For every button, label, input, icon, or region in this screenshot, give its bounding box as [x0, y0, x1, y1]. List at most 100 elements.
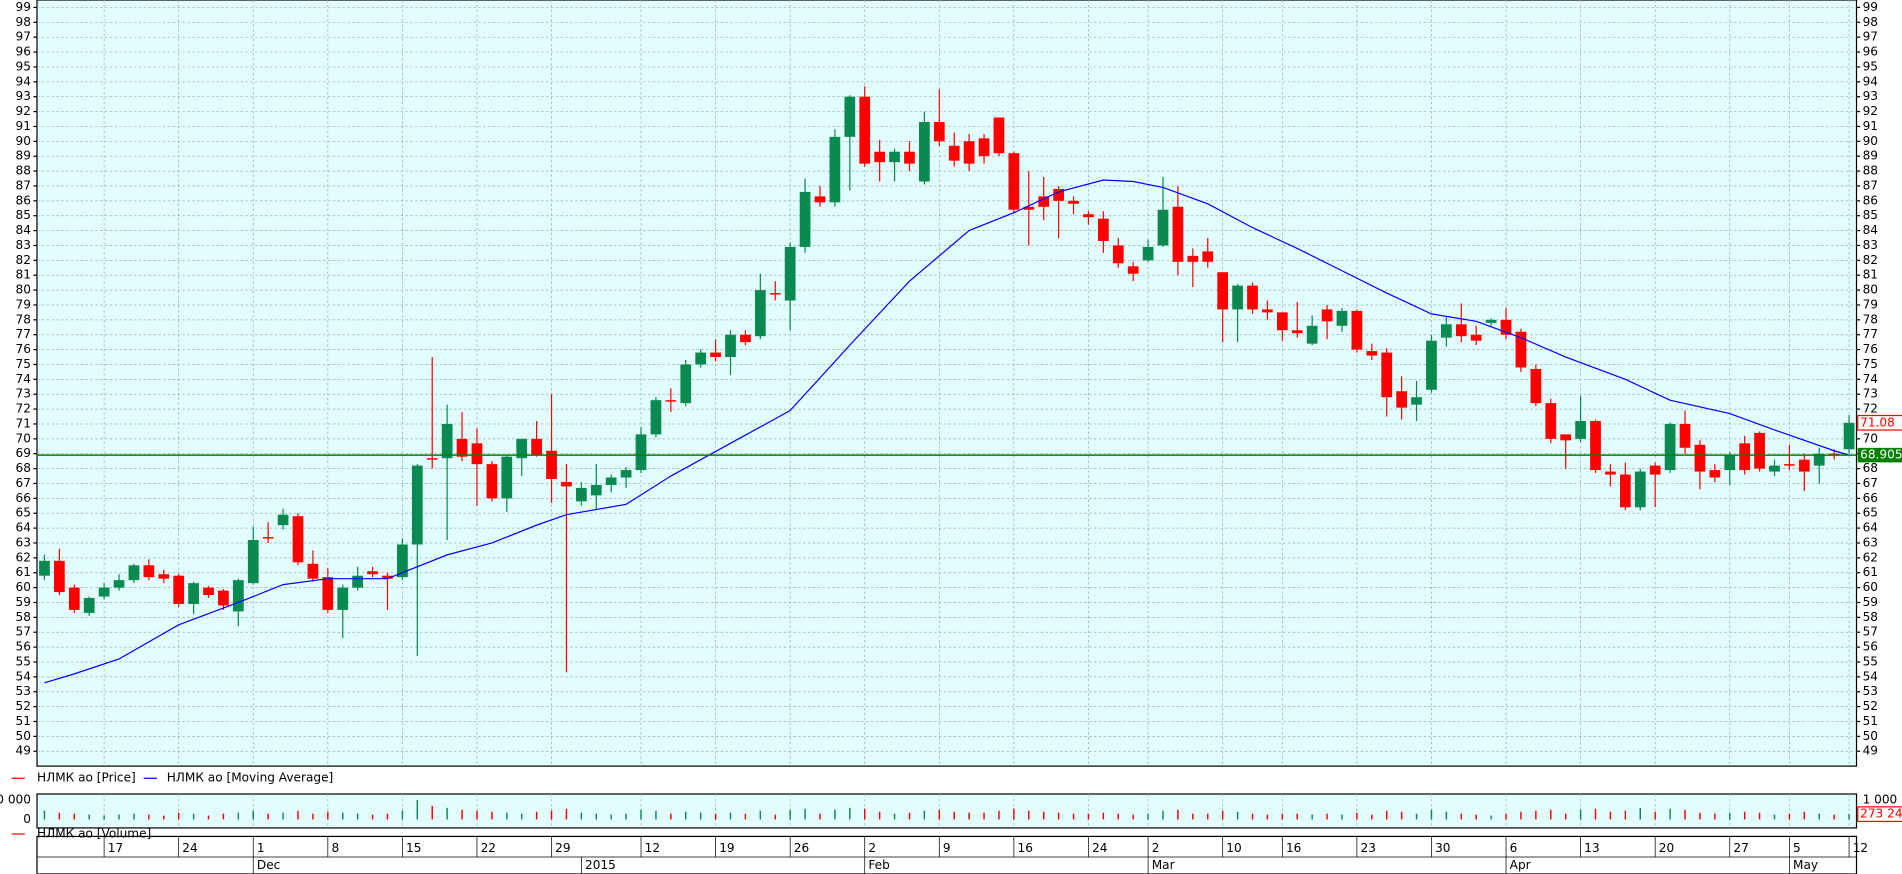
candle-body [859, 96, 871, 164]
x-tick-label: 24 [182, 841, 198, 855]
y-tick-label: 60 [16, 580, 31, 594]
y-tick-label: 81 [16, 268, 31, 282]
volume-bar [1281, 813, 1284, 820]
candle-body [426, 458, 438, 460]
candle-body [963, 141, 975, 164]
volume-bar [1550, 809, 1552, 820]
volume-bar [88, 814, 90, 820]
volume-bar [371, 814, 374, 820]
candle-body [277, 514, 289, 526]
moving-average-line [44, 179, 1850, 684]
volume-bar [1385, 810, 1388, 820]
y-tick-label: 83 [16, 238, 31, 252]
volume-bar [1445, 811, 1448, 820]
volume-bar [834, 809, 836, 820]
candle-body [1023, 206, 1035, 210]
volume-bar [565, 808, 568, 820]
candle-body [39, 560, 50, 576]
y-tick-label: 50 [16, 729, 31, 743]
y-tick-label: 59 [16, 595, 31, 609]
candle-body [1262, 309, 1273, 313]
candle-body [1157, 209, 1169, 246]
y-tick-label: 69 [16, 446, 31, 460]
volume-bar [1699, 812, 1701, 820]
y-tick-label: 75 [1863, 357, 1878, 371]
y-tick-label: 76 [1863, 342, 1878, 356]
y-tick-label: 52 [1863, 699, 1878, 713]
candle-body [1545, 403, 1557, 439]
candle-body [1127, 266, 1139, 274]
y-tick-label: 88 [16, 164, 31, 178]
x-tick-label: 2 [1152, 841, 1160, 855]
volume-bar [431, 805, 433, 820]
x-tick-label: 24 [1092, 841, 1108, 855]
candle-body [978, 138, 990, 157]
volume-bar [207, 815, 210, 820]
y-tick-label: 63 [16, 535, 31, 549]
volume-value-box [1857, 806, 1902, 823]
y-tick-label: 65 [16, 506, 31, 520]
candle-body [561, 481, 572, 487]
y-tick-label: 70 [16, 431, 31, 445]
volume-bar [1460, 813, 1463, 820]
volume-bar [893, 813, 896, 820]
candle-body [1619, 474, 1631, 508]
candle-body [98, 587, 110, 597]
volume-bar [1147, 813, 1149, 820]
y-tick-label: 96 [1863, 45, 1878, 59]
y-tick-label: 51 [1863, 714, 1878, 728]
volume-bar [416, 800, 419, 820]
volume-bar [520, 813, 523, 820]
candle-body [1500, 319, 1512, 335]
volume-bar [1087, 813, 1090, 820]
candle-body [232, 580, 244, 612]
candle-body [710, 352, 721, 358]
candle-body [292, 516, 304, 563]
candle-body [575, 487, 587, 502]
candle-body [919, 121, 930, 182]
y-tick-label: 62 [1863, 550, 1878, 564]
candle-body [382, 575, 393, 579]
volume-bar [1669, 808, 1671, 820]
x-tick-label: 17 [108, 841, 123, 855]
candle-body [993, 117, 1005, 154]
candle-body [1709, 470, 1721, 478]
volume-value-label: 273 245 [1860, 807, 1902, 821]
volume-bar [506, 812, 508, 820]
volume-tick-label: 0 [23, 812, 31, 826]
candle-body [1798, 459, 1810, 472]
volume-bar [1564, 813, 1567, 820]
volume-bar [192, 813, 195, 820]
volume-bar [1326, 813, 1328, 820]
y-tick-label: 85 [16, 208, 31, 222]
volume-bar [759, 810, 762, 820]
volume-bar [1490, 815, 1492, 820]
volume-bar [1236, 811, 1239, 820]
y-tick-label: 55 [1863, 654, 1878, 668]
candle-body [1441, 324, 1452, 338]
candle-body [1590, 420, 1601, 471]
y-tick-label: 92 [1863, 104, 1878, 118]
volume-bar [1639, 807, 1641, 820]
candle-body [83, 598, 95, 613]
x-tick-label: 20 [1659, 841, 1674, 855]
volume-bar [1848, 814, 1850, 820]
candle-body [1515, 331, 1527, 368]
candle-body [1664, 423, 1676, 471]
candle-body [367, 571, 378, 575]
candle-body [1306, 325, 1318, 344]
volume-bar [267, 813, 269, 820]
y-tick-label: 54 [16, 669, 32, 683]
y-tick-label: 57 [1863, 625, 1878, 639]
y-tick-label: 68 [16, 461, 31, 475]
y-tick-label: 91 [1863, 119, 1878, 133]
volume-bar [103, 815, 105, 820]
volume-bar [476, 810, 478, 820]
volume-bar [1117, 813, 1119, 820]
volume-bar [1684, 809, 1686, 820]
volume-bar [1579, 809, 1582, 820]
candle-body [1530, 368, 1542, 404]
volume-bar [864, 808, 866, 820]
candle-body [948, 145, 960, 161]
